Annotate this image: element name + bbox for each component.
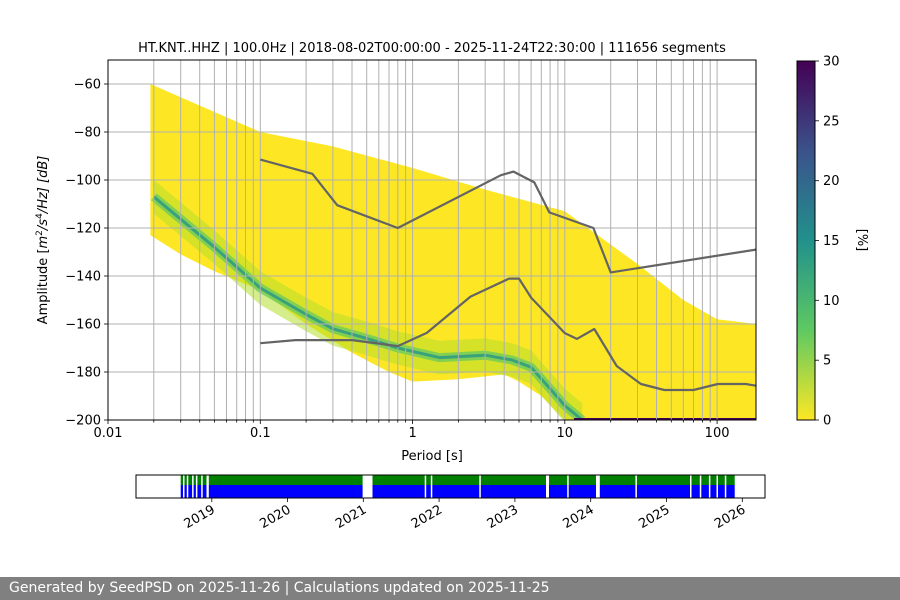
noise-model-nhnm — [260, 158, 756, 274]
y-tick-label: −120 — [65, 222, 101, 237]
timeline-gap — [362, 475, 373, 498]
timeline-gap — [546, 475, 549, 498]
colorbar-tick-label: 15 — [823, 234, 840, 249]
timeline-year-label: 2025 — [636, 502, 672, 532]
timeline-gap — [596, 475, 600, 498]
timeline-year-label: 2020 — [257, 502, 293, 532]
chart-title: HT.KNT..HHZ | 100.0Hz | 2018-08-02T00:00… — [138, 41, 726, 56]
noise-model-curves — [260, 158, 756, 392]
timeline-year-label: 2026 — [712, 502, 748, 532]
timeline-year-label: 2024 — [561, 502, 597, 532]
availability-timeline: 2019 2020 2021 2022 2023 2024 2025 2026 — [135, 474, 766, 532]
psd-heatmap — [150, 84, 756, 420]
y-tick-label: −60 — [74, 78, 101, 93]
timeline-gap — [201, 475, 203, 498]
timeline-year-label: 2023 — [485, 502, 521, 532]
x-axis-label: Period [s] — [401, 449, 463, 464]
x-tick-label: 10 — [557, 426, 574, 441]
psd-bottom-saturation — [574, 418, 756, 420]
timeline-gap — [690, 475, 692, 498]
timeline-gap — [635, 475, 637, 498]
timeline-frame — [135, 474, 766, 499]
y-axis-label: Amplitude [m2/s4/Hz] [dB] — [35, 156, 51, 325]
y-tick-label: −80 — [74, 126, 101, 141]
y-tick-label: −180 — [65, 366, 101, 381]
colorbar-ticks: 0 5 10 15 20 25 30 — [815, 55, 840, 429]
timeline-gap — [195, 475, 198, 498]
grid-lines — [108, 60, 756, 420]
timeline-gap — [206, 475, 209, 498]
timeline-gap — [186, 475, 189, 498]
y-tick-label: −200 — [65, 414, 101, 429]
footer-bar: Generated by SeedPSD on 2025-11-26 | Cal… — [0, 577, 900, 600]
psd-mode-line — [152, 195, 584, 420]
x-tick-label: 1 — [408, 426, 416, 441]
timeline-gap — [699, 475, 702, 498]
x-tick-label: 100 — [705, 426, 730, 441]
psd-figure: HT.KNT..HHZ | 100.0Hz | 2018-08-02T00:00… — [35, 41, 869, 532]
timeline-gaps — [183, 475, 727, 498]
x-tick-label: 0.1 — [250, 426, 271, 441]
timeline-gap — [424, 475, 427, 498]
timeline-year-label: 2019 — [182, 502, 218, 532]
y-axis-ticks: −200 −180 −160 −140 −120 −100 −80 −60 — [65, 78, 108, 429]
x-tick-label: 0.01 — [94, 426, 123, 441]
timeline-year-ticks: 2019 2020 2021 2022 2023 2024 2025 2026 — [182, 498, 748, 532]
timeline-year-label: 2022 — [409, 502, 445, 532]
timeline-gap — [567, 475, 569, 498]
y-tick-label: −100 — [65, 174, 101, 189]
colorbar-tick-label: 5 — [823, 354, 831, 369]
x-axis-ticks: 0.01 0.1 1 10 100 — [94, 420, 730, 441]
timeline-gap — [192, 475, 194, 498]
timeline-bottom-bar — [180, 485, 735, 498]
footer-text: Generated by SeedPSD on 2025-11-26 | Cal… — [9, 580, 550, 596]
colorbar-tick-label: 10 — [823, 294, 840, 309]
timeline-year-label: 2021 — [333, 502, 369, 532]
colorbar-label: [%] — [854, 229, 869, 252]
timeline-gap — [716, 475, 718, 498]
timeline-gap — [479, 475, 481, 498]
colorbar: 0 5 10 15 20 25 30 [%] — [796, 55, 869, 429]
colorbar-tick-label: 0 — [823, 414, 831, 429]
colorbar-tick-label: 20 — [823, 174, 840, 189]
y-tick-label: −160 — [65, 318, 101, 333]
noise-model-nlnm — [260, 277, 756, 392]
psd-envelope — [150, 84, 756, 420]
timeline-top-bar — [180, 475, 735, 485]
timeline-gap — [724, 475, 727, 498]
plot-area: 0.01 0.1 1 10 100 −200 −180 −160 −140 −120 −100 −8… — [65, 59, 757, 441]
plot-frame — [107, 59, 757, 421]
colorbar-tick-label: 30 — [823, 55, 840, 70]
colorbar-gradient — [796, 60, 816, 421]
y-tick-label: −140 — [65, 270, 101, 285]
colorbar-tick-label: 25 — [823, 114, 840, 129]
timeline-gap — [430, 475, 433, 498]
timeline-gap — [183, 475, 185, 498]
timeline-gap — [708, 475, 711, 498]
